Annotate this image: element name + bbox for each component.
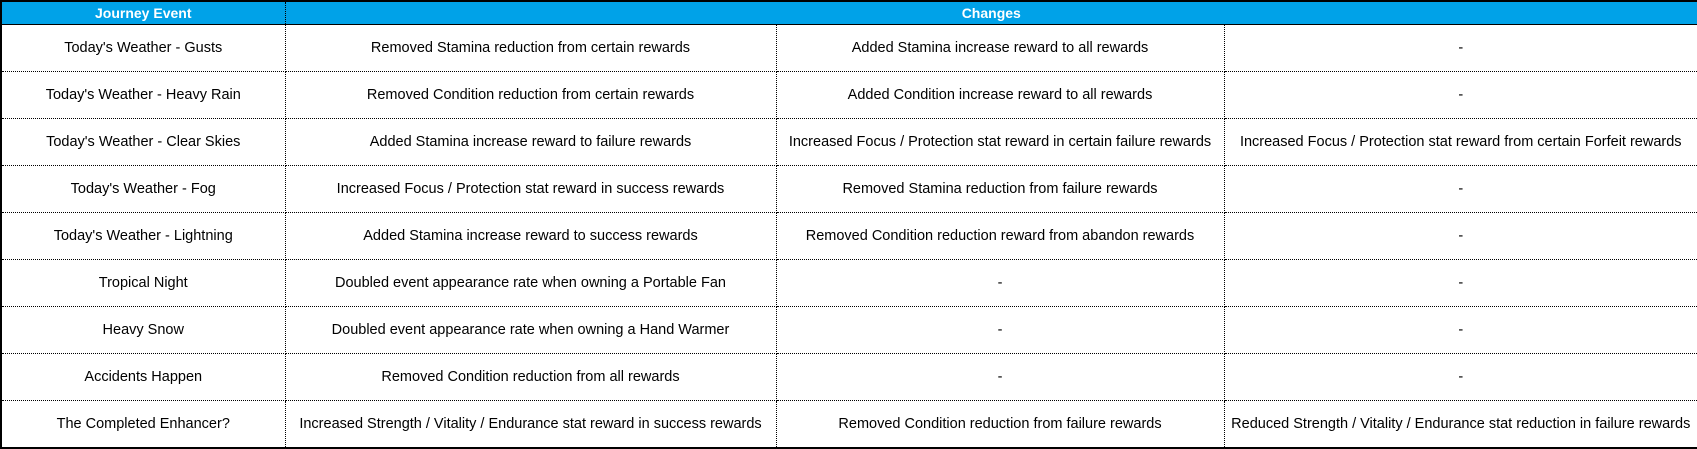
event-cell: Today's Weather - Gusts: [0, 24, 286, 72]
table-row: Today's Weather - Lightning Added Stamina…: [0, 212, 1697, 260]
change-cell: Removed Condition reduction from failure…: [775, 400, 1225, 449]
table-row: Today's Weather - Gusts Removed Stamina r…: [0, 24, 1697, 72]
table-row: Tropical Night Doubled event appearance r…: [0, 259, 1697, 307]
table-row: The Completed Enhancer? Increased Strengt…: [0, 400, 1697, 449]
change-cell: Increased Focus / Protection stat reward…: [775, 118, 1225, 166]
event-cell: The Completed Enhancer?: [0, 400, 286, 449]
header-cell: Changes: [284, 0, 1697, 25]
change-cell: -: [1223, 212, 1697, 260]
header-row: Journey Event Changes: [0, 0, 1697, 25]
table-row: Today's Weather - Fog Increased Focus / P…: [0, 165, 1697, 213]
change-cell: -: [1223, 24, 1697, 72]
change-cell: Removed Stamina reduction from failure r…: [775, 165, 1225, 213]
change-cell: Removed Condition reduction from all rew…: [284, 353, 777, 401]
change-cell: Increased Focus / Protection stat reward…: [1223, 118, 1697, 166]
change-cell: -: [775, 306, 1225, 354]
table-header: Journey Event Changes: [0, 0, 1697, 25]
change-cell: -: [1223, 71, 1697, 119]
change-cell: Removed Condition reduction from certain…: [284, 71, 777, 119]
table-body: Today's Weather - Gusts Removed Stamina r…: [0, 24, 1697, 449]
change-cell: Increased Strength / Vitality / Enduranc…: [284, 400, 777, 449]
change-cell: -: [1223, 353, 1697, 401]
event-cell: Tropical Night: [0, 259, 286, 307]
change-cell: -: [1223, 306, 1697, 354]
change-cell: Doubled event appearance rate when ownin…: [284, 259, 777, 307]
change-cell: Added Stamina increase reward to failure…: [284, 118, 777, 166]
change-cell: Increased Focus / Protection stat reward…: [284, 165, 777, 213]
event-cell: Today's Weather - Lightning: [0, 212, 286, 260]
change-cell: -: [1223, 165, 1697, 213]
event-cell: Today's Weather - Fog: [0, 165, 286, 213]
table-row: Heavy Snow Doubled event appearance rate …: [0, 306, 1697, 354]
header-cell: Journey Event: [0, 0, 286, 25]
table-row: Accidents Happen Removed Condition reduct…: [0, 353, 1697, 401]
change-cell: Reduced Strength / Vitality / Endurance …: [1223, 400, 1697, 449]
change-cell: Added Stamina increase reward to success…: [284, 212, 777, 260]
table-row: Today's Weather - Clear Skies Added Stami…: [0, 118, 1697, 166]
event-cell: Today's Weather - Clear Skies: [0, 118, 286, 166]
change-cell: Added Stamina increase reward to all rew…: [775, 24, 1225, 72]
change-cell: Added Condition increase reward to all r…: [775, 71, 1225, 119]
change-cell: -: [775, 259, 1225, 307]
change-cell: Removed Stamina reduction from certain r…: [284, 24, 777, 72]
change-cell: Doubled event appearance rate when ownin…: [284, 306, 777, 354]
event-cell: Today's Weather - Heavy Rain: [0, 71, 286, 119]
event-cell: Accidents Happen: [0, 353, 286, 401]
event-cell: Heavy Snow: [0, 306, 286, 354]
change-cell: -: [1223, 259, 1697, 307]
table-row: Today's Weather - Heavy Rain Removed Cond…: [0, 71, 1697, 119]
change-cell: -: [775, 353, 1225, 401]
change-cell: Removed Condition reduction reward from …: [775, 212, 1225, 260]
